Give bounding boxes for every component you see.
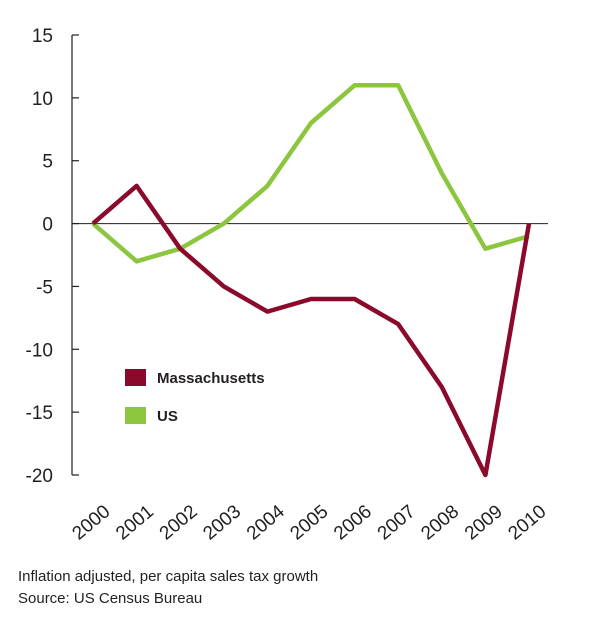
y-tick-label: 10 <box>32 89 53 110</box>
x-tick-label: 2008 <box>417 501 463 544</box>
legend-swatch-us <box>125 407 146 424</box>
y-tick-label: -15 <box>26 403 53 424</box>
x-tick-label: 2010 <box>505 501 551 544</box>
y-tick-label: -10 <box>26 340 53 361</box>
x-tick-label: 2002 <box>156 501 202 544</box>
footnote-method: Inflation adjusted, per capita sales tax… <box>18 568 319 585</box>
legend-label-massachusetts: Massachusetts <box>157 370 265 387</box>
y-tick-label: 0 <box>42 215 53 236</box>
x-tick-label: 2003 <box>199 501 245 544</box>
series-line-us <box>91 83 530 264</box>
series-lines <box>91 83 532 478</box>
x-tick-label: 2005 <box>287 501 333 544</box>
footnote-source: Source: US Census Bureau <box>18 590 203 607</box>
y-tick-label: 15 <box>32 26 53 47</box>
y-tick-label: -20 <box>26 466 53 487</box>
y-axis: 15 10 5 0 -5 -10 -15 -20 <box>26 26 79 487</box>
x-tick-label: 2006 <box>330 501 376 544</box>
x-tick-label: 2009 <box>461 501 507 544</box>
x-tick-label: 2001 <box>112 501 158 544</box>
series-line-massachusetts <box>91 183 532 478</box>
x-tick-label: 2000 <box>69 501 115 544</box>
x-tick-label: 2007 <box>374 501 420 544</box>
y-tick-label: 5 <box>42 152 53 173</box>
legend-label-us: US <box>157 408 178 425</box>
legend: Massachusetts US <box>125 369 265 425</box>
x-tick-label: 2004 <box>243 501 289 545</box>
y-tick-label: -5 <box>36 277 53 298</box>
legend-swatch-massachusetts <box>125 369 146 386</box>
x-axis-labels: 2000200120022003200420052006200720082009… <box>69 501 551 545</box>
